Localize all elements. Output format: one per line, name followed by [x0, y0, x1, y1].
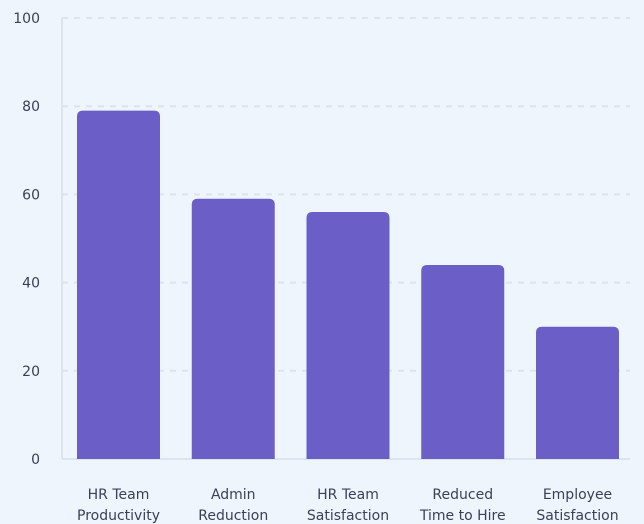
x-tick-label: Satisfaction — [307, 508, 389, 524]
bar — [421, 264, 505, 459]
x-tick-label: Time to Hire — [419, 508, 506, 524]
y-tick-labels: 0 20 40 60 80 100 — [13, 11, 40, 468]
x-tick-label: HR Team — [88, 487, 150, 503]
bar — [306, 212, 390, 459]
bars — [77, 110, 619, 460]
y-tick-label: 80 — [22, 99, 40, 115]
x-tick-label: Employee — [543, 487, 612, 503]
y-tick-label: 0 — [31, 452, 40, 468]
bar — [536, 326, 619, 459]
x-tick-labels: HR Team Productivity Admin Reduction HR Team… — [77, 487, 619, 524]
x-tick-label: Admin — [211, 487, 256, 503]
bar — [77, 110, 160, 460]
x-tick-label: Productivity — [77, 508, 160, 524]
y-tick-label: 20 — [22, 364, 40, 380]
bar — [191, 198, 275, 459]
x-tick-label: HR Team — [317, 487, 379, 503]
y-tick-label: 60 — [22, 187, 40, 203]
y-tick-label: 40 — [22, 276, 40, 292]
x-tick-label: Reduced — [432, 487, 493, 503]
gridlines — [62, 17, 630, 372]
y-tick-label: 100 — [13, 11, 40, 27]
x-tick-label: Reduction — [198, 508, 268, 524]
x-tick-label: Satisfaction — [536, 508, 618, 524]
